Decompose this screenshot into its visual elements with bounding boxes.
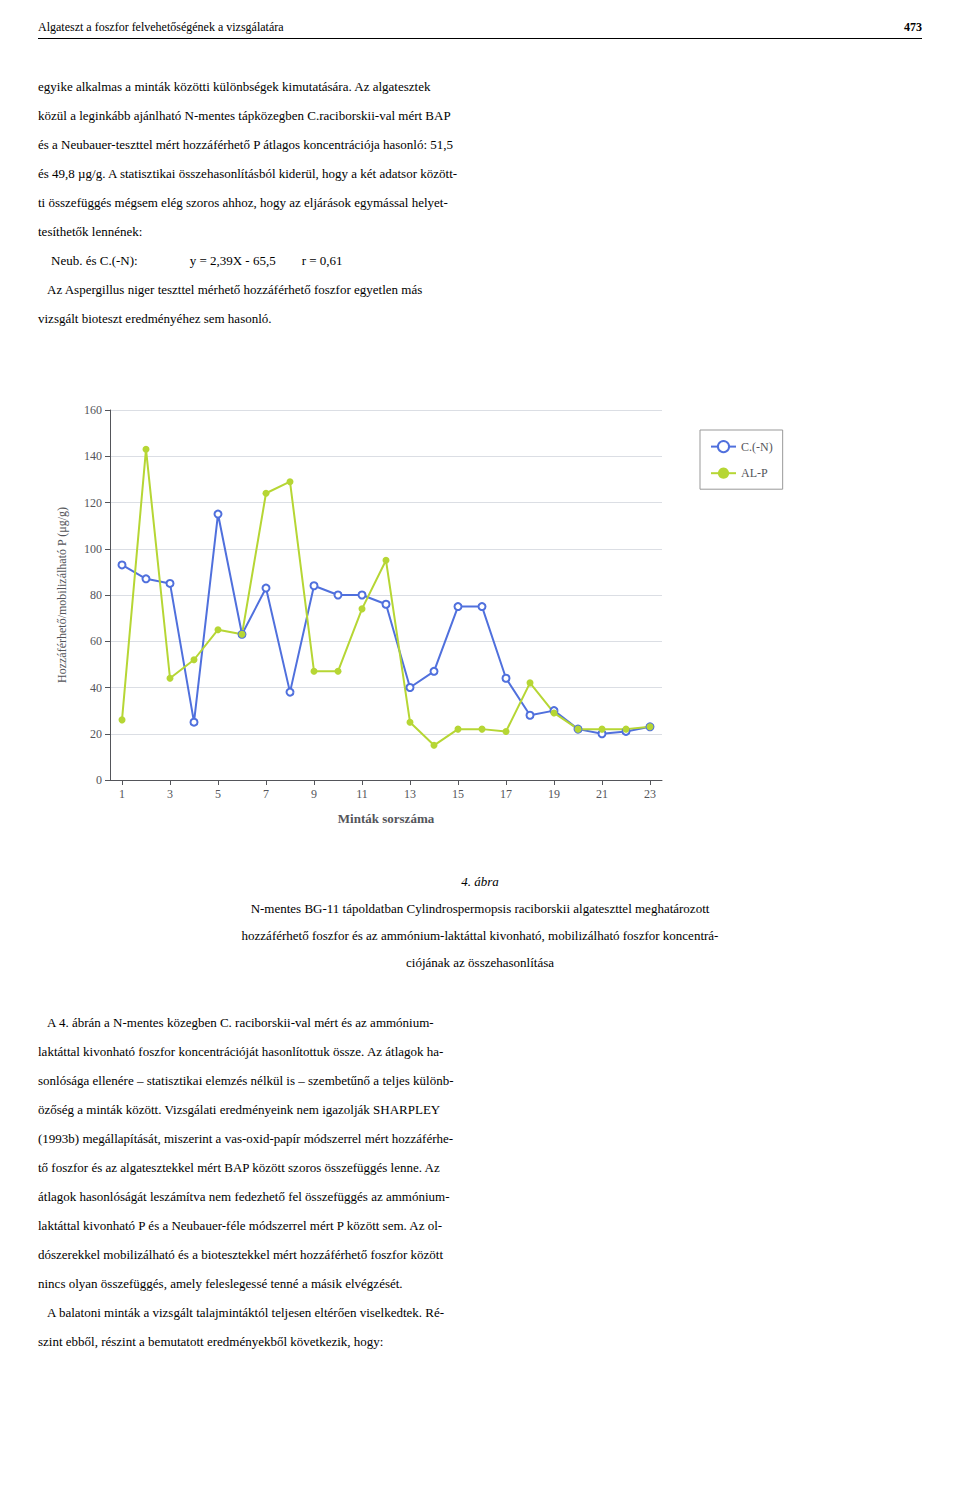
html-text:Neub. és C.(-N): y = 2,39X - 6: Neub. és C.(-N): y = 2,39X - 65,5 r = 0,… <box>38 253 343 268</box>
svg-text:60: 60 <box>90 634 102 648</box>
html-text:átlagok hasonlóságát leszámítv: átlagok hasonlóságát leszámítva nem fede… <box>38 1189 450 1204</box>
html-text:hozzáférhető foszfor és az amm: hozzáférhető foszfor és az ammónium-lakt… <box>241 928 719 943</box>
svg-text:0: 0 <box>96 773 102 787</box>
svg-text:19: 19 <box>548 787 560 801</box>
svg-text:80: 80 <box>90 588 102 602</box>
svg-text:15: 15 <box>452 787 464 801</box>
html-text:laktáttal kivonható P és a Neu: laktáttal kivonható P és a Neubauer-féle… <box>38 1218 443 1233</box>
svg-text:AL-P: AL-P <box>741 466 768 480</box>
html-text:szint ebből, részint a bemutat: szint ebből, részint a bemutatott eredmé… <box>38 1334 384 1349</box>
svg-text:3: 3 <box>167 787 173 801</box>
svg-text:Hozzáférhető/mobilizálható P (: Hozzáférhető/mobilizálható P (μg/g) <box>55 507 69 683</box>
svg-text:7: 7 <box>263 787 269 801</box>
html-text:4. ábra: 4. ábra <box>461 874 499 889</box>
svg-text:120: 120 <box>84 496 102 510</box>
html-text:473: 473 <box>904 20 922 34</box>
html-text:és 49,8 µg/g. A statisztikai ö: és 49,8 µg/g. A statisztikai összehasonl… <box>38 166 458 181</box>
svg-text:23: 23 <box>644 787 656 801</box>
svg-text:100: 100 <box>84 542 102 556</box>
html-text:A balatoni minták a vizsgált t: A balatoni minták a vizsgált talajminták… <box>38 1305 445 1320</box>
html-text:tő foszfor és az algatesztekke: tő foszfor és az algatesztekkel mért BAP… <box>38 1160 440 1175</box>
html-text:nincs olyan összefüggés, amely: nincs olyan összefüggés, amely feleslege… <box>38 1276 403 1291</box>
svg-text:C.(-N): C.(-N) <box>741 440 773 454</box>
svg-text:21: 21 <box>596 787 608 801</box>
html-text:tesíthetők lennének:: tesíthetők lennének: <box>38 224 143 239</box>
html-text:sonlósága ellenére – statiszti: sonlósága ellenére – statisztikai elemzé… <box>38 1073 454 1088</box>
html-text:vizsgált bioteszt eredményéhez: vizsgált bioteszt eredményéhez sem hason… <box>38 311 272 326</box>
svg-text:160: 160 <box>84 403 102 417</box>
html-text:laktáttal kivonható foszfor ko: laktáttal kivonható foszfor koncentráció… <box>38 1044 444 1059</box>
html-text:és a Neubauer-teszttel mért ho: és a Neubauer-teszttel mért hozzáférhető… <box>38 137 454 152</box>
svg-text:20: 20 <box>90 727 102 741</box>
svg-text:1: 1 <box>119 787 125 801</box>
html-text:közül a leginkább ajánlható N-: közül a leginkább ajánlható N-mentes táp… <box>38 108 451 123</box>
svg-text:Minták sorszáma: Minták sorszáma <box>338 811 435 826</box>
html-text:(1993b) megállapítását, miszer: (1993b) megállapítását, miszerint a vas-… <box>38 1131 454 1146</box>
html-text:N-mentes BG-11 tápoldatban Cyl: N-mentes BG-11 tápoldatban Cylindrosperm… <box>250 901 710 916</box>
svg-text:11: 11 <box>356 787 368 801</box>
html-text:ti összefüggés mégsem elég szo: ti összefüggés mégsem elég szoros ahhoz,… <box>38 195 448 210</box>
svg-text:5: 5 <box>215 787 221 801</box>
svg-text:17: 17 <box>500 787 512 801</box>
svg-text:13: 13 <box>404 787 416 801</box>
html-text:egyike alkalmas a minták közöt: egyike alkalmas a minták közötti különbs… <box>38 79 431 94</box>
html-text:Algateszt a foszfor felvehetős: Algateszt a foszfor felvehetőségének a v… <box>38 20 284 34</box>
svg-text:140: 140 <box>84 449 102 463</box>
html-text:özőség a minták között. Vizsgá: özőség a minták között. Vizsgálati eredm… <box>38 1102 441 1117</box>
html-text:dószerekkel mobilizálható és a: dószerekkel mobilizálható és a bioteszte… <box>38 1247 443 1262</box>
html-text:ciójának az összehasonlítása: ciójának az összehasonlítása <box>406 955 554 970</box>
svg-text:40: 40 <box>90 681 102 695</box>
html-text:A 4. ábrán a N-mentes közegben: A 4. ábrán a N-mentes közegben C. racibo… <box>38 1015 434 1030</box>
html-text:Az Aspergillus niger teszttel: Az Aspergillus niger teszttel mérhető ho… <box>38 282 423 297</box>
svg-text:9: 9 <box>311 787 317 801</box>
